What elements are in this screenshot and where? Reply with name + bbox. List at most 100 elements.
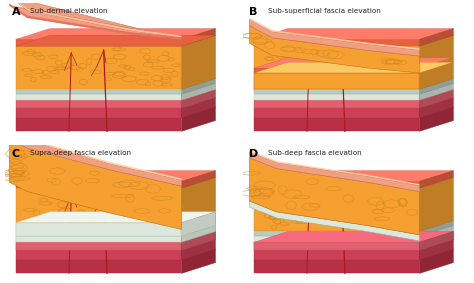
Polygon shape: [16, 108, 182, 118]
Polygon shape: [16, 98, 216, 108]
Polygon shape: [16, 223, 182, 236]
Polygon shape: [16, 89, 216, 100]
Polygon shape: [9, 127, 182, 180]
Polygon shape: [16, 240, 216, 250]
Polygon shape: [16, 188, 182, 231]
Polygon shape: [9, 0, 182, 38]
Polygon shape: [254, 79, 454, 89]
Polygon shape: [254, 250, 419, 260]
Text: C: C: [11, 149, 19, 159]
Polygon shape: [419, 35, 454, 89]
Polygon shape: [16, 171, 216, 181]
Polygon shape: [182, 177, 216, 231]
Polygon shape: [182, 212, 216, 236]
Polygon shape: [254, 118, 419, 131]
Polygon shape: [249, 201, 419, 241]
Polygon shape: [254, 260, 419, 273]
Polygon shape: [182, 231, 216, 250]
Polygon shape: [182, 240, 216, 260]
Polygon shape: [254, 171, 454, 181]
Polygon shape: [16, 242, 182, 250]
Polygon shape: [9, 0, 182, 39]
Text: B: B: [249, 7, 258, 17]
Text: Sub-deep fascia elevation: Sub-deep fascia elevation: [268, 150, 361, 156]
Polygon shape: [182, 221, 216, 236]
Polygon shape: [16, 225, 216, 236]
Polygon shape: [419, 79, 454, 94]
Polygon shape: [182, 231, 216, 250]
Polygon shape: [182, 225, 216, 242]
Polygon shape: [254, 35, 454, 46]
Polygon shape: [254, 46, 419, 89]
Polygon shape: [254, 73, 419, 89]
Polygon shape: [16, 177, 216, 188]
Polygon shape: [16, 242, 182, 250]
Polygon shape: [254, 62, 454, 73]
Polygon shape: [254, 188, 419, 231]
Polygon shape: [16, 29, 216, 39]
Polygon shape: [16, 107, 216, 118]
Polygon shape: [419, 249, 454, 273]
Polygon shape: [16, 89, 182, 94]
Polygon shape: [419, 171, 454, 188]
Polygon shape: [182, 107, 216, 131]
Polygon shape: [254, 108, 419, 118]
Polygon shape: [182, 249, 216, 273]
Polygon shape: [16, 94, 182, 100]
Polygon shape: [419, 89, 454, 108]
Polygon shape: [16, 212, 216, 223]
Polygon shape: [419, 225, 454, 242]
Polygon shape: [16, 221, 216, 231]
Polygon shape: [254, 181, 419, 188]
Polygon shape: [16, 35, 216, 46]
Polygon shape: [254, 83, 454, 94]
Polygon shape: [16, 236, 182, 242]
Polygon shape: [254, 242, 419, 250]
Polygon shape: [182, 35, 216, 89]
Polygon shape: [254, 68, 419, 73]
Polygon shape: [254, 57, 454, 68]
Polygon shape: [254, 236, 419, 242]
Polygon shape: [254, 100, 419, 108]
Polygon shape: [249, 158, 419, 235]
Polygon shape: [419, 221, 454, 236]
Polygon shape: [182, 29, 216, 46]
Polygon shape: [419, 98, 454, 118]
Polygon shape: [16, 118, 182, 131]
Polygon shape: [419, 240, 454, 260]
Polygon shape: [9, 129, 182, 186]
Polygon shape: [16, 231, 216, 242]
Polygon shape: [419, 231, 454, 250]
Polygon shape: [419, 231, 454, 250]
Polygon shape: [249, 20, 419, 56]
Polygon shape: [182, 89, 216, 108]
Polygon shape: [182, 83, 216, 100]
Polygon shape: [16, 39, 182, 46]
Polygon shape: [16, 100, 182, 108]
Polygon shape: [254, 240, 454, 250]
Text: Sub-dermal elevation: Sub-dermal elevation: [30, 8, 107, 14]
Polygon shape: [182, 79, 216, 94]
Polygon shape: [16, 46, 182, 89]
Polygon shape: [254, 94, 419, 100]
Polygon shape: [254, 231, 454, 242]
Polygon shape: [254, 29, 454, 39]
Polygon shape: [9, 139, 182, 230]
Polygon shape: [254, 89, 419, 94]
Polygon shape: [182, 171, 216, 188]
Polygon shape: [249, 26, 419, 73]
Polygon shape: [254, 231, 419, 236]
Polygon shape: [16, 79, 216, 89]
Polygon shape: [16, 225, 216, 236]
Polygon shape: [16, 249, 216, 260]
Polygon shape: [419, 83, 454, 100]
Polygon shape: [16, 260, 182, 273]
Polygon shape: [16, 231, 216, 242]
Polygon shape: [16, 231, 182, 236]
Polygon shape: [254, 221, 454, 231]
Polygon shape: [16, 236, 182, 242]
Polygon shape: [254, 177, 454, 188]
Polygon shape: [254, 242, 419, 250]
Polygon shape: [254, 89, 454, 100]
Text: Supra-deep fascia elevation: Supra-deep fascia elevation: [30, 150, 131, 156]
